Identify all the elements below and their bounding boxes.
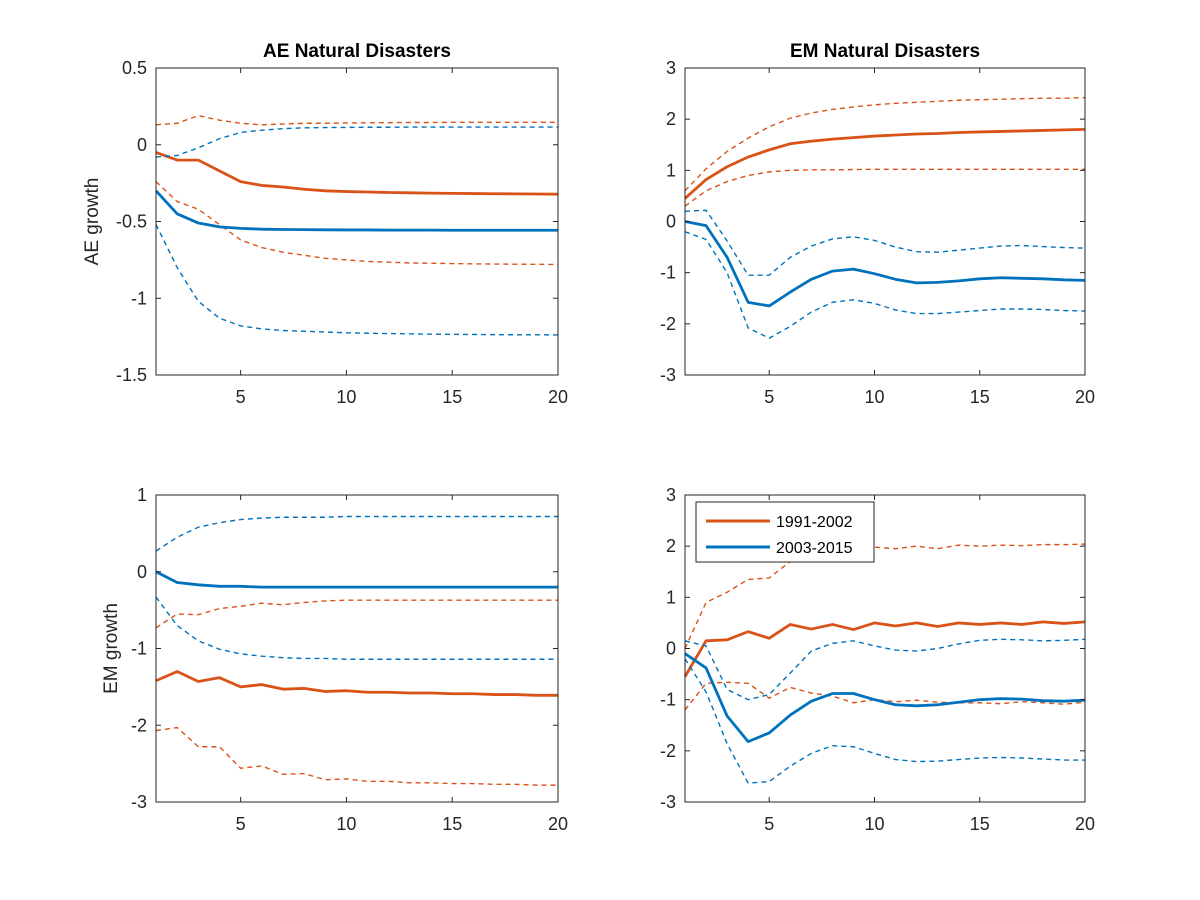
y-tick-label: -3	[660, 365, 676, 385]
series-1991-2002-line	[683, 620, 1086, 678]
series-1991-2002-lower-band	[684, 168, 1085, 207]
panel-title: EM Natural Disasters	[790, 41, 980, 62]
y-tick-label: -1	[131, 288, 147, 308]
y-tick-label: 2	[666, 536, 676, 556]
plot-area	[683, 543, 1086, 784]
plot-area	[155, 515, 558, 786]
series-2003-2015-line	[154, 189, 558, 232]
series-2003-2015-lower-band	[684, 231, 1086, 339]
x-tick-label: 20	[548, 814, 568, 834]
y-axis-label: EM growth	[101, 603, 122, 694]
x-tick-label: 10	[336, 814, 356, 834]
y-tick-label: -1	[660, 690, 676, 710]
x-tick-label: 10	[864, 387, 884, 407]
series-1991-2002-upper-band	[684, 543, 1086, 649]
x-tick-label: 20	[1075, 387, 1095, 407]
panel-ae-natural-disasters-ae-growth: AE Natural Disasters AE growth 5 10 15 20 -1…	[82, 41, 568, 407]
y-tick-label: 3	[666, 485, 676, 505]
y-tick-label: 0	[137, 562, 147, 582]
y-tick-label: 1	[666, 587, 676, 607]
y-tick-label: 1	[137, 485, 147, 505]
plot-area	[154, 114, 559, 336]
series-2003-2015-lower-band	[684, 658, 1085, 784]
y-tick-label: 0	[666, 212, 676, 232]
y-tick-label: -1	[131, 639, 147, 659]
y-tick-label: -1	[660, 263, 676, 283]
y-tick-label: 2	[666, 109, 676, 129]
series-1991-2002-line	[155, 670, 558, 697]
y-tick-label: -2	[131, 715, 147, 735]
panel-title: AE Natural Disasters	[263, 41, 451, 62]
y-tick-label: 3	[666, 58, 676, 78]
panel-ae-natural-disasters-em-growth: EM growth 5 10 15 20 -3 -2 -1 0 1	[101, 485, 568, 834]
series-1991-2002-line	[684, 128, 1086, 200]
y-tick-label: -2	[660, 314, 676, 334]
legend-box	[695, 501, 875, 563]
x-tick-label: 15	[442, 387, 462, 407]
series-1991-2002-upper-band	[155, 599, 558, 629]
panel-em-natural-disasters-em-growth: 5 10 15 20 -3 -2 -1 0 1 2 3 1991-2002 2003-2015	[660, 485, 1095, 834]
y-tick-label: 0.5	[122, 58, 147, 78]
series-1991-2002-upper-band	[684, 96, 1086, 192]
y-tick-label: 0	[666, 639, 676, 659]
y-tick-label: 1	[666, 160, 676, 180]
x-tick-label: 5	[236, 814, 246, 834]
x-tick-label: 5	[764, 814, 774, 834]
y-tick-label: -3	[131, 792, 147, 812]
legend-label-1991-2002: 1991-2002	[776, 514, 853, 531]
y-tick-label: -1.5	[116, 365, 147, 385]
legend: 1991-2002 2003-2015	[695, 501, 875, 563]
x-tick-label: 5	[764, 387, 774, 407]
x-tick-label: 20	[1075, 814, 1095, 834]
y-tick-label: -0.5	[116, 212, 147, 232]
series-1991-2002-upper-band	[155, 114, 558, 126]
x-tick-label: 10	[864, 814, 884, 834]
y-tick-label: 0	[137, 135, 147, 155]
legend-label-2003-2015: 2003-2015	[776, 540, 853, 557]
x-tick-label: 15	[970, 814, 990, 834]
x-tick-label: 10	[336, 387, 356, 407]
y-axis-label: AE growth	[82, 178, 103, 266]
series-2003-2015-line	[684, 652, 1086, 744]
y-tick-label: -2	[660, 741, 676, 761]
x-tick-label: 15	[970, 387, 990, 407]
series-2003-2015-line	[155, 570, 558, 589]
series-1991-2002-line	[155, 151, 559, 196]
x-tick-label: 15	[442, 814, 462, 834]
series-2003-2015-lower-band	[155, 224, 559, 336]
series-2003-2015-upper-band	[684, 209, 1086, 276]
y-tick-label: -3	[660, 792, 676, 812]
series-1991-2002-lower-band	[155, 726, 558, 786]
x-tick-label: 20	[548, 387, 568, 407]
series-2003-2015-upper-band	[155, 515, 558, 552]
panel-em-natural-disasters-ae-growth: EM Natural Disasters 5 10 15 20 -3 -2 -1 0 1 2 3	[660, 41, 1095, 407]
x-tick-label: 5	[236, 387, 246, 407]
plot-area	[684, 96, 1086, 339]
series-2003-2015-line	[684, 220, 1086, 308]
